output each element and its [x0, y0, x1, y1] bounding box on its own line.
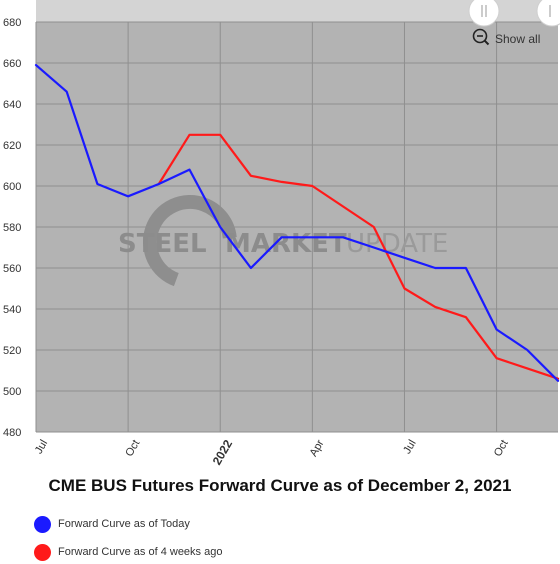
chart-title: CME BUS Futures Forward Curve as of Dece…: [48, 476, 512, 495]
x-tick-label: Jul: [401, 438, 418, 456]
legend-item-4-weeks-ago[interactable]: Forward Curve as of 4 weeks ago: [34, 542, 222, 562]
y-tick-label: 560: [3, 263, 21, 275]
series-line-today[interactable]: [34, 63, 560, 382]
series-line-4-weeks-ago[interactable]: [157, 133, 560, 380]
zoom-out-icon: [472, 28, 490, 51]
range-handle-right[interactable]: [536, 0, 560, 27]
navigator-track[interactable]: [36, 0, 558, 22]
legend-item-today[interactable]: Forward Curve as of Today: [34, 514, 190, 534]
legend-label: Forward Curve as of 4 weeks ago: [58, 546, 223, 558]
grid: [35, 21, 558, 433]
y-tick-label: 520: [3, 345, 21, 357]
legend-marker: [34, 515, 51, 533]
y-tick-label: 640: [3, 99, 21, 111]
y-tick-label: 600: [3, 181, 21, 193]
range-handle-left[interactable]: [468, 0, 500, 27]
legend-label: Forward Curve as of Today: [58, 518, 190, 530]
y-tick-label: 660: [3, 58, 21, 70]
x-tick-label: Jul: [33, 438, 50, 456]
x-tick-label: Oct: [492, 438, 511, 459]
y-axis: 480 500 520 540 560 580 600 620 640 660 680: [3, 17, 21, 439]
x-tick-label: Oct: [123, 438, 142, 459]
y-tick-label: 620: [3, 140, 21, 152]
watermark-word-1: STEEL: [118, 229, 207, 259]
show-all-label: Show all: [495, 32, 541, 46]
watermark-logo: [143, 195, 237, 289]
watermark: STEEL MARKET UPDATE: [118, 195, 448, 289]
y-tick-label: 480: [3, 427, 21, 439]
y-tick-label: 680: [3, 17, 21, 29]
watermark-word-2: MARKET: [225, 229, 347, 259]
legend-marker: [34, 543, 51, 561]
series: [34, 63, 560, 382]
x-tick-label: Apr: [308, 438, 327, 459]
show-all-button[interactable]: Show all: [472, 28, 541, 51]
y-tick-label: 540: [3, 304, 21, 316]
x-axis: Jul Oct 2022 Apr Jul Oct: [33, 437, 511, 467]
x-tick-label: 2022: [210, 437, 236, 467]
y-tick-label: 580: [3, 222, 21, 234]
y-tick-label: 500: [3, 386, 21, 398]
